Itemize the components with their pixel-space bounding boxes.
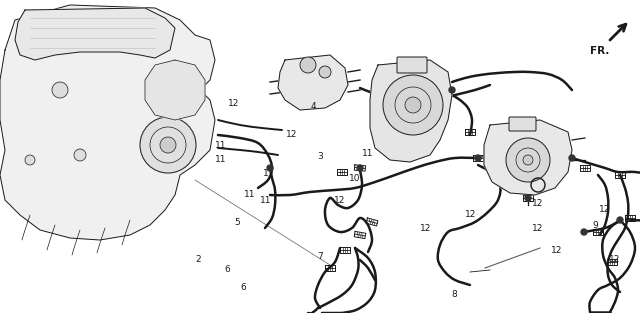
Text: 12: 12 — [333, 196, 345, 205]
Text: 12: 12 — [551, 246, 563, 255]
Polygon shape — [484, 120, 572, 195]
Circle shape — [617, 217, 623, 223]
Text: 12: 12 — [532, 199, 543, 208]
Circle shape — [525, 195, 531, 201]
Text: 12: 12 — [532, 224, 543, 233]
Text: FR.: FR. — [590, 46, 610, 56]
Text: 9: 9 — [593, 221, 598, 230]
Text: 8: 8 — [452, 290, 457, 299]
Circle shape — [405, 97, 421, 113]
Text: 6: 6 — [241, 284, 246, 292]
Text: 1: 1 — [263, 169, 268, 178]
Circle shape — [523, 155, 533, 165]
Polygon shape — [278, 55, 348, 110]
Text: 10: 10 — [349, 174, 361, 183]
Circle shape — [52, 82, 68, 98]
Polygon shape — [370, 60, 452, 162]
Text: 3: 3 — [317, 152, 323, 161]
Circle shape — [319, 66, 331, 78]
Polygon shape — [15, 8, 175, 60]
Text: 12: 12 — [420, 224, 431, 233]
Circle shape — [475, 155, 481, 161]
Circle shape — [140, 117, 196, 173]
Text: 2: 2 — [196, 255, 201, 264]
Circle shape — [267, 165, 273, 171]
Text: 12: 12 — [465, 210, 476, 219]
Text: 7: 7 — [317, 252, 323, 261]
Text: 11: 11 — [215, 141, 227, 150]
Text: 11: 11 — [244, 190, 255, 198]
Text: 12: 12 — [228, 99, 239, 108]
Text: 5: 5 — [234, 218, 239, 227]
Circle shape — [569, 155, 575, 161]
Text: 12: 12 — [285, 130, 297, 139]
Text: 4: 4 — [311, 102, 316, 111]
Circle shape — [74, 149, 86, 161]
FancyBboxPatch shape — [509, 117, 536, 131]
Polygon shape — [0, 5, 215, 240]
Circle shape — [506, 138, 550, 182]
Circle shape — [300, 57, 316, 73]
Text: 12: 12 — [609, 255, 620, 264]
Text: 11: 11 — [215, 155, 227, 164]
Text: 12: 12 — [599, 205, 611, 214]
FancyBboxPatch shape — [397, 57, 427, 73]
Text: 11: 11 — [362, 149, 374, 158]
Text: 11: 11 — [260, 196, 271, 205]
Circle shape — [160, 137, 176, 153]
Polygon shape — [145, 60, 205, 120]
Circle shape — [581, 229, 587, 235]
Circle shape — [383, 75, 443, 135]
Circle shape — [25, 155, 35, 165]
Text: 6: 6 — [225, 265, 230, 274]
Circle shape — [357, 165, 363, 171]
Circle shape — [449, 87, 455, 93]
